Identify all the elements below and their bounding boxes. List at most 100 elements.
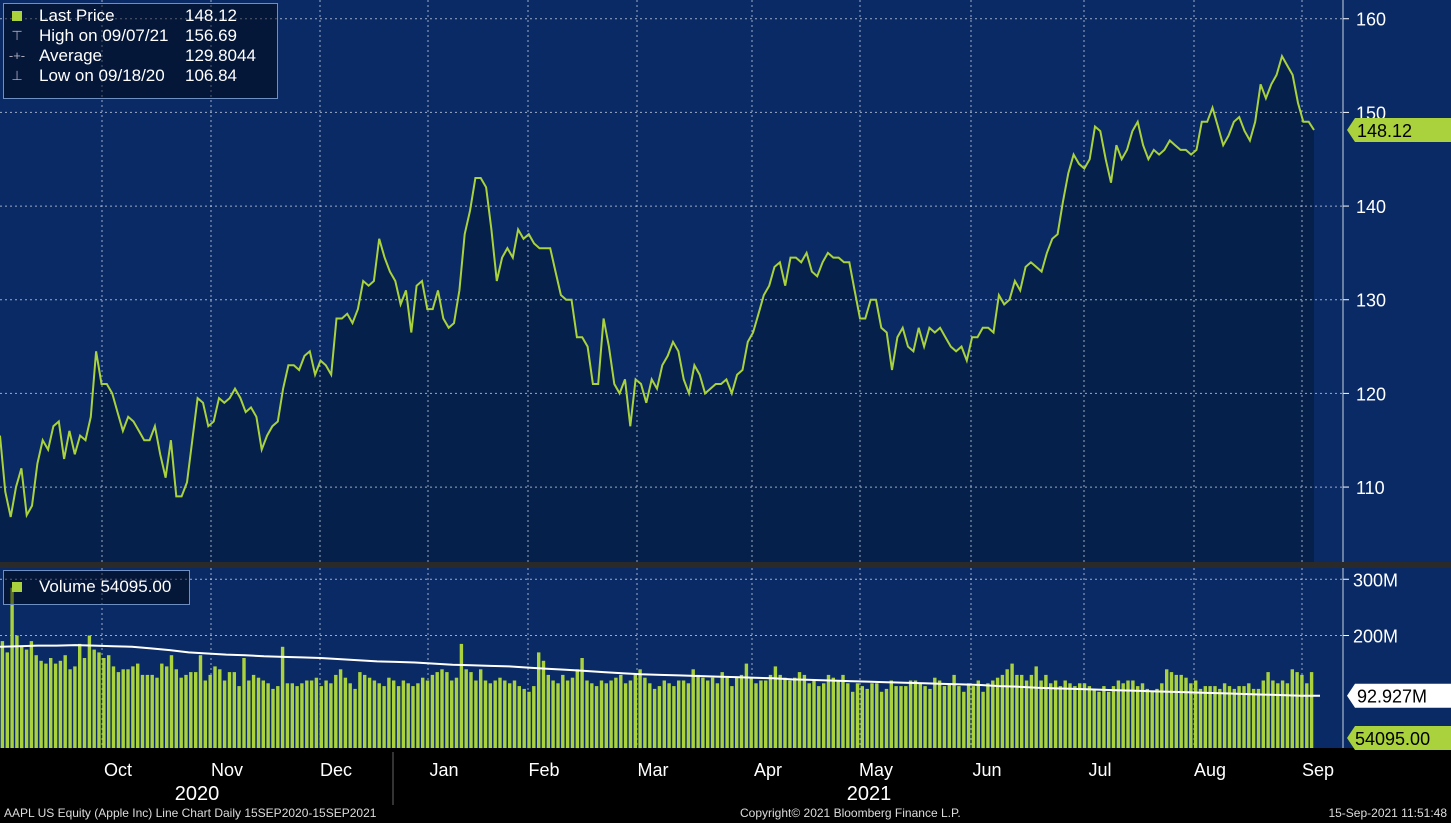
volume-bar [681,680,686,748]
volume-bar [78,643,82,748]
price-tick-label: 110 [1356,478,1385,498]
average-marker-icon: -+- [8,48,26,63]
volume-bar [947,683,951,748]
volume-bar [541,660,546,748]
volume-bar [305,680,309,748]
volume-bar [744,663,749,748]
volume-bar [797,672,802,748]
square-icon [10,11,24,21]
volume-bar [735,677,739,748]
volume-bar [1150,691,1154,749]
volume-bar [1174,674,1178,748]
volume-bar [358,672,362,748]
volume-bar [150,674,154,748]
volume-bar [773,666,778,748]
volume-bar [309,680,314,748]
volume-bar [372,680,377,748]
low-marker-icon: ⊥ [11,68,23,83]
volume-bar [706,680,710,748]
volume-bar [1261,680,1265,748]
volume-bar [1145,688,1149,748]
volume-bar [527,691,531,749]
volume-bar [512,680,517,748]
volume-bar [879,691,884,749]
volume-bar [1160,683,1164,748]
volume-bar [546,674,550,748]
volume-bar [1256,688,1261,748]
volume-bar [532,686,536,748]
price-tick-label: 160 [1356,10,1386,30]
volume-bar [778,674,782,748]
volume-bar [454,677,459,748]
last-volume-label: 54095.00 [1355,729,1430,749]
volume-bar [1092,688,1096,748]
volume-bar [493,680,497,748]
last-price-label: 148.12 [1357,121,1412,141]
volume-bar [730,686,734,748]
volume-bar [1131,680,1135,748]
volume-bar [1155,688,1159,748]
volume-bar [63,655,67,748]
legend-row-high: ⊤ High on 09/07/21 156.69 [4,26,277,46]
volume-bar [1203,686,1207,748]
volume-bar [126,669,130,749]
volume-bar [174,669,178,749]
volume-bar [227,672,232,748]
volume-bar [242,658,246,748]
volume-bar [68,669,72,749]
volume-bar [300,683,304,748]
volume-bar [662,680,666,748]
volume-bar [884,688,889,748]
volume-bar [962,691,966,749]
volume-bar [1300,674,1304,748]
legend-row-average: -+- Average 129.8044 [4,46,277,66]
volume-bar [657,686,662,748]
volume-bar [261,680,265,748]
volume-bar [807,683,811,748]
volume-bar [92,649,96,748]
volume-bar [619,674,623,748]
legend-label: Low on 09/18/20 [39,66,165,85]
volume-bar [488,683,492,748]
volume-bar [894,686,898,748]
volume-bar [1053,680,1058,748]
price-legend: Last Price 148.12 ⊤ High on 09/07/21 156… [3,3,278,99]
volume-bar [1232,688,1236,748]
volume-bar [677,680,681,748]
volume-bar [754,683,758,748]
volume-bar [628,680,633,748]
volume-bar [459,643,464,748]
volume-bar [899,686,903,748]
volume-bar [189,672,193,748]
volume-bar [976,680,980,748]
footer-security-description: AAPL US Equity (Apple Inc) Line Chart Da… [4,806,377,820]
volume-bar [82,658,87,748]
volume-bar [643,677,647,748]
volume-bar [570,677,575,748]
volume-bar [194,672,198,748]
volume-bar [1237,686,1241,748]
volume-bar [5,652,9,748]
volume-bar [768,674,773,748]
volume-bar [102,658,106,748]
price-line [0,53,1315,519]
volume-bar [450,680,454,748]
volume-bar [58,660,63,748]
volume-bar [1073,686,1077,748]
volume-bar [367,677,372,748]
volume-bar [1194,680,1198,748]
volume-bar [764,680,768,748]
legend-label: Last Price [39,6,115,25]
volume-bar [97,652,101,748]
volume-bar [353,688,357,748]
volume-bar [155,677,159,748]
volume-bar [918,683,922,748]
volume-bar [1290,669,1294,749]
volume-bar [1251,688,1256,748]
volume-bar [107,655,111,748]
volume-bar [991,680,995,748]
x-axis-month-label: Apr [754,760,782,780]
volume-bar [53,663,58,748]
volume-bar [1087,686,1092,748]
